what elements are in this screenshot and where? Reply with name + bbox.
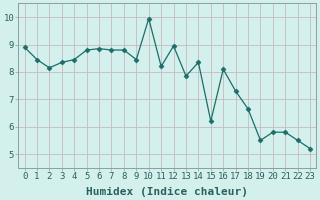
X-axis label: Humidex (Indice chaleur): Humidex (Indice chaleur): [86, 186, 248, 197]
